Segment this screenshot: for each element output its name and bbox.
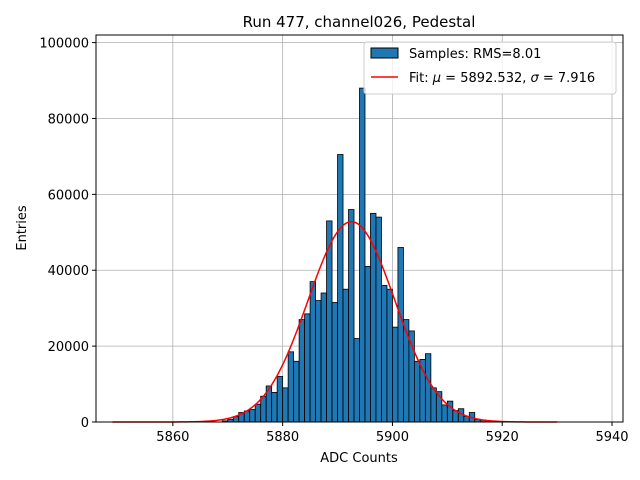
histogram-bar	[309, 281, 316, 423]
legend-label-fit: Fit: μ = 5892.532, σ = 7.916	[409, 71, 595, 86]
histogram-bar	[413, 360, 421, 423]
y-axis-ticks: 0 20000 40000 60000 80000 100000	[39, 37, 96, 431]
histogram-bar	[430, 387, 437, 423]
y-tick-label: 100000	[39, 37, 89, 52]
histogram-bar	[386, 288, 393, 423]
histogram-bar	[276, 376, 284, 423]
histogram-bar	[298, 319, 306, 423]
histogram-bars	[221, 87, 492, 423]
y-tick-label: 60000	[48, 188, 89, 203]
histogram-bar	[293, 360, 300, 423]
histogram-bar	[424, 353, 432, 423]
histogram-bar	[287, 351, 295, 423]
histogram-bar	[364, 266, 371, 423]
x-tick-label: 5920	[486, 430, 519, 445]
fit-sigma-symbol: σ	[531, 71, 540, 86]
x-tick-label: 5940	[595, 430, 628, 445]
x-tick-label: 5880	[266, 430, 299, 445]
histogram-bar	[441, 404, 448, 423]
x-axis-label: ADC Counts	[320, 451, 398, 466]
histogram-bar	[320, 292, 327, 423]
histogram-bar	[348, 209, 355, 423]
histogram-bar	[260, 395, 267, 423]
fit-mu-symbol: μ	[432, 71, 441, 86]
y-axis-label: Entries	[15, 205, 30, 251]
x-tick-label: 5900	[376, 430, 409, 445]
fit-sigma-value: = 7.916	[539, 71, 595, 86]
histogram-bar	[249, 409, 256, 423]
chart-title: Run 477, channel026, Pedestal	[243, 13, 476, 31]
plot-frame	[95, 34, 624, 423]
y-tick-label: 80000	[48, 112, 89, 127]
histogram-bar	[304, 313, 311, 423]
histogram-bar	[359, 87, 366, 423]
y-tick-label: 40000	[48, 264, 89, 279]
legend-label-samples: Samples: RMS=8.01	[409, 47, 541, 62]
y-tick-label: 20000	[48, 340, 89, 355]
fit-label-prefix: Fit:	[409, 71, 433, 86]
fit-mu-value: = 5892.532,	[441, 71, 530, 86]
histogram-bar	[397, 247, 404, 423]
histogram-bar	[282, 387, 289, 423]
histogram-bar	[342, 288, 349, 423]
y-tick-label: 0	[81, 416, 89, 431]
histogram-bar	[375, 216, 382, 423]
histogram-bar	[392, 326, 399, 423]
x-tick-label: 5860	[156, 430, 189, 445]
histogram-bar	[271, 392, 278, 423]
histogram-bar	[331, 302, 338, 423]
legend-swatch-samples	[370, 47, 399, 59]
histogram-bar	[337, 154, 344, 423]
x-axis-ticks: 5860 5880 5900 5920 5940	[156, 422, 629, 445]
histogram-bar	[254, 403, 262, 423]
histogram-bar	[353, 338, 360, 423]
histogram-bar	[381, 285, 388, 423]
histogram-bar	[315, 300, 322, 423]
legend-box	[363, 41, 617, 95]
legend: Samples: RMS=8.01 Fit: μ = 5892.532, σ =…	[363, 41, 617, 95]
